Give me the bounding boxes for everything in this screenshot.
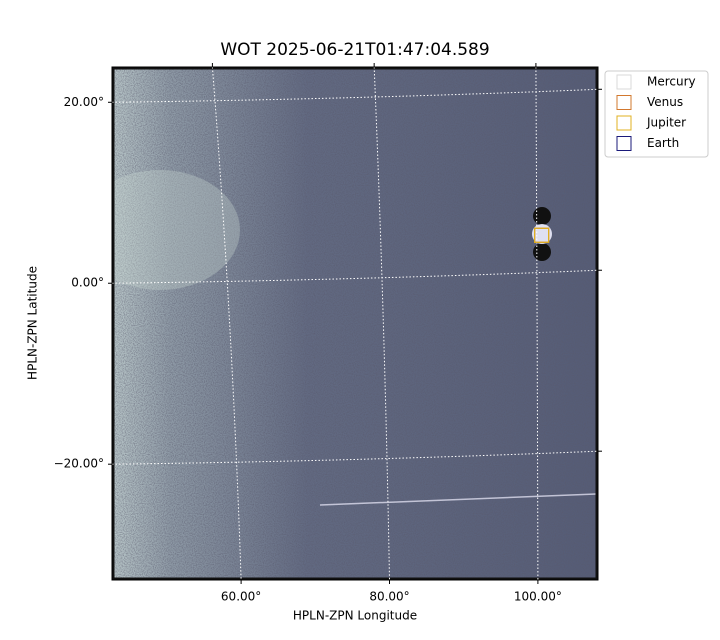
- x-axis-label: HPLN-ZPN Longitude: [293, 609, 417, 623]
- grid: [111, 66, 599, 581]
- chart-title: WOT 2025-06-21T01:47:04.589: [220, 40, 489, 60]
- grid-line: [111, 269, 599, 284]
- x-tick-label: 80.00°: [369, 590, 409, 604]
- legend-swatch: [616, 115, 632, 131]
- y-axis-label: HPLN-ZPN Latitude: [26, 266, 40, 380]
- legend: [604, 70, 709, 158]
- legend-swatch: [616, 74, 632, 90]
- grid-line: [535, 66, 539, 581]
- legend-swatch: [616, 136, 632, 151]
- planet-marker: [534, 227, 550, 243]
- grid-line: [211, 66, 242, 581]
- x-tick-label: 60.00°: [221, 590, 261, 604]
- legend-label: Venus: [647, 95, 683, 109]
- grid-line: [111, 450, 599, 465]
- legend-label: Mercury: [647, 75, 696, 89]
- legend-label: Jupiter: [646, 116, 686, 130]
- x-tick-label: 100.00°: [514, 590, 562, 604]
- frame: [111, 66, 599, 581]
- grid-line: [111, 88, 599, 103]
- y-tick-label: 0.00°: [71, 276, 104, 290]
- grid-line: [373, 66, 391, 581]
- y-tick-label: 20.00°: [64, 95, 104, 109]
- y-tick-label: −20.00°: [54, 457, 104, 471]
- legend-swatch: [616, 95, 632, 110]
- legend-label: Earth: [647, 136, 679, 150]
- image: [112, 67, 598, 580]
